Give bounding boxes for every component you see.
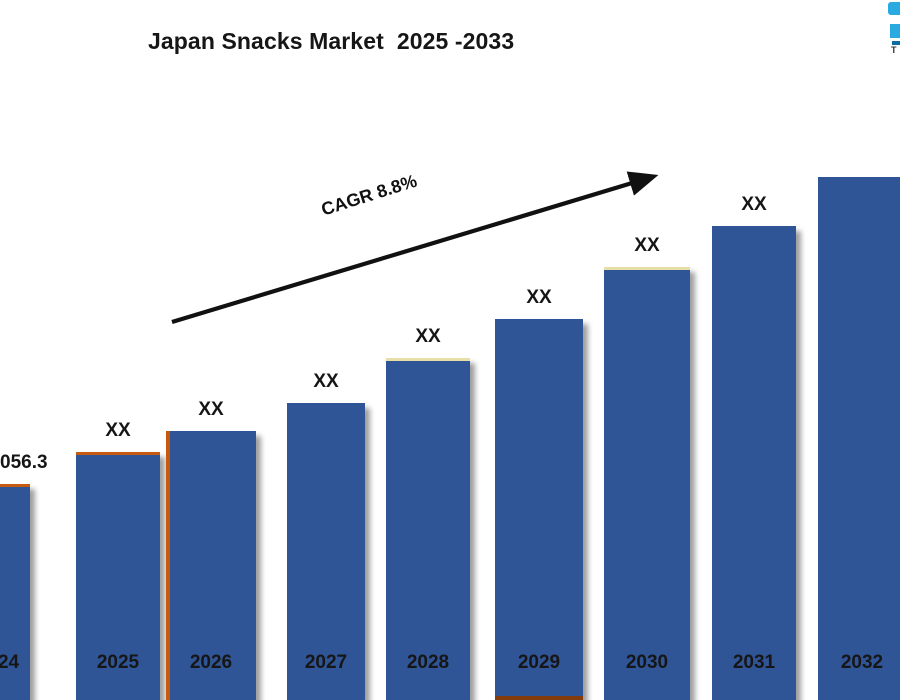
bar-value-label-2031: XX xyxy=(741,194,767,215)
x-axis-label-2029: 2029 xyxy=(517,652,561,673)
bar-2027[interactable] xyxy=(287,403,365,700)
bar-2030[interactable] xyxy=(604,267,690,700)
x-axis-label-2031: 2031 xyxy=(732,652,776,673)
x-axis-label-2027: 2027 xyxy=(304,652,348,673)
bar-group xyxy=(495,319,583,700)
bar-2031[interactable] xyxy=(712,226,796,700)
x-axis-label-2028: 2028 xyxy=(406,652,450,673)
bar-group xyxy=(386,358,470,700)
x-axis-label-2024: 2024 xyxy=(0,652,20,673)
bar-2026[interactable] xyxy=(166,431,256,700)
bar-value-label-2029: XX xyxy=(526,287,552,308)
page-title: Japan Snacks Market 2025 -2033 xyxy=(148,28,515,54)
bar-2028[interactable] xyxy=(386,358,470,700)
bar-value-label-2025: XX xyxy=(105,420,131,441)
bar-group xyxy=(818,177,900,700)
bar-2024[interactable] xyxy=(0,484,30,700)
bar-group xyxy=(76,452,160,700)
x-axis-label-2032: 2032 xyxy=(840,652,884,673)
logo-mark-middle xyxy=(890,24,900,38)
x-axis-label-2025: 2025 xyxy=(96,652,140,673)
logo-text: T xyxy=(891,45,897,55)
bar-value-label-2030: XX xyxy=(634,235,660,256)
bar-group xyxy=(0,484,30,700)
bar-2025[interactable] xyxy=(76,452,160,700)
bar-value-label-2026: XX xyxy=(198,399,224,420)
bar-value-label-2028: XX xyxy=(415,326,441,347)
bar-2032[interactable] xyxy=(818,177,900,700)
bar-group xyxy=(287,403,365,700)
company-logo: T xyxy=(874,0,900,62)
logo-mark-bottom xyxy=(892,41,900,45)
logo-mark-top xyxy=(888,2,900,15)
bar-value-label-2027: XX xyxy=(313,371,339,392)
x-axis-label-2030: 2030 xyxy=(625,652,669,673)
bar-2029[interactable] xyxy=(495,319,583,700)
bar-value-label-2024: 056.3 xyxy=(0,452,48,473)
x-axis-label-2026: 2026 xyxy=(189,652,233,673)
bar-group xyxy=(166,431,256,700)
bar-group xyxy=(604,267,690,700)
bar-group xyxy=(712,226,796,700)
